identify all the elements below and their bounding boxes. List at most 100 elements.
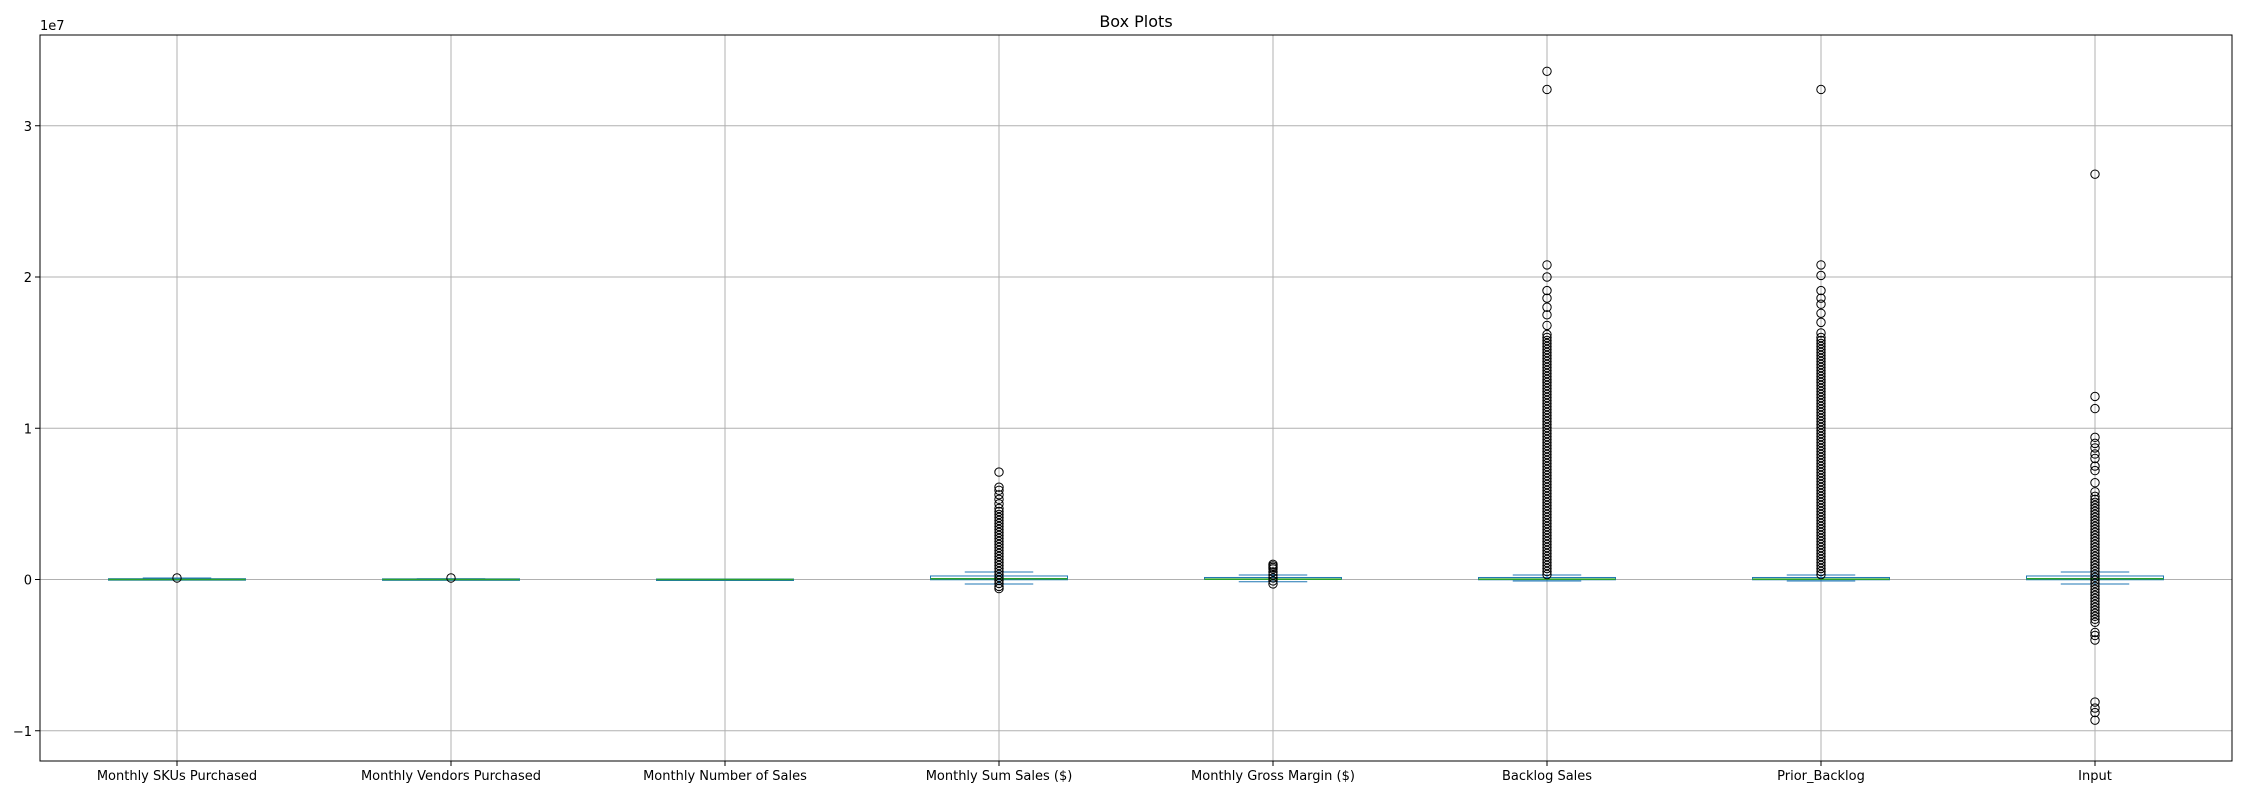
outlier-point (2090, 551, 2100, 562)
outlier-point (1816, 416, 1826, 427)
outlier-point (1542, 395, 1552, 406)
outlier-point (1542, 482, 1552, 493)
outlier-point (2090, 703, 2100, 713)
outlier-point (994, 490, 1004, 500)
box-plot-6 (1752, 84, 1890, 582)
outlier-point (2090, 584, 2100, 595)
outlier-point (2090, 539, 2100, 550)
outlier-point (1816, 347, 1826, 358)
outlier-point (1816, 557, 1826, 568)
outlier-point (1816, 491, 1826, 502)
axes-frame (39, 34, 2233, 762)
outlier-point (1542, 260, 1552, 270)
outlier-point (994, 521, 1004, 532)
y-tick-label: 2 (24, 271, 32, 286)
outlier-point (1816, 317, 1826, 328)
outlier-point (1816, 270, 1826, 281)
outlier-point (2090, 545, 2100, 556)
outlier-point (1542, 458, 1552, 469)
outlier-point (1816, 374, 1826, 385)
outlier-point (1816, 260, 1826, 270)
outlier-point (2090, 518, 2100, 529)
y-axis-ticks: −1 0 1 2 3 (13, 120, 40, 740)
outlier-point (1542, 320, 1552, 331)
outlier-point (2090, 635, 2100, 645)
outlier-point (994, 583, 1004, 594)
outlier-point (1542, 272, 1552, 282)
y-tick-label: −1 (13, 725, 32, 740)
outlier-point (1542, 383, 1552, 394)
outlier-point (1816, 524, 1826, 535)
y-tick-label: 3 (24, 120, 32, 135)
outlier-point (1542, 434, 1552, 445)
box-plot-5 (1478, 66, 1616, 582)
outlier-point (1816, 434, 1826, 445)
outlier-point (1816, 443, 1826, 454)
outlier-point (1816, 428, 1826, 439)
outlier-point (1542, 566, 1552, 577)
outlier-point (1542, 509, 1552, 520)
outlier-point (1816, 482, 1826, 493)
outlier-point (1816, 371, 1826, 382)
outlier-point (994, 527, 1004, 538)
outlier-point (1542, 431, 1552, 442)
x-tick-label: Monthly Gross Margin ($) (1191, 769, 1355, 784)
outlier-point (2090, 593, 2100, 604)
outlier-point (1816, 353, 1826, 364)
outlier-point (2090, 169, 2100, 179)
outlier-point (1816, 392, 1826, 403)
outlier-point (1816, 551, 1826, 562)
outlier-point (994, 566, 1004, 577)
outlier-point (1542, 443, 1552, 454)
outlier-point (994, 563, 1004, 574)
outlier-point (994, 539, 1004, 550)
outlier-point (1816, 389, 1826, 400)
outlier-point (1542, 377, 1552, 388)
outlier-point (1816, 512, 1826, 523)
outlier-point (2090, 575, 2100, 586)
outlier-point (1542, 368, 1552, 379)
outlier-point (994, 506, 1004, 517)
box-plot-7 (2026, 169, 2164, 725)
outlier-point (1816, 449, 1826, 460)
outlier-point (2090, 605, 2100, 616)
outlier-point (1816, 419, 1826, 430)
outlier-point (2090, 715, 2100, 725)
outlier-point (1816, 341, 1826, 352)
outlier-point (1816, 328, 1826, 338)
outlier-point (2090, 509, 2100, 520)
outlier-point (1816, 377, 1826, 388)
outlier-point (1542, 503, 1552, 514)
outlier-point (1542, 476, 1552, 487)
outlier-point (2090, 560, 2100, 571)
outlier-point (1816, 440, 1826, 451)
outlier-point (2090, 391, 2100, 402)
outlier-point (1542, 515, 1552, 526)
outlier-point (2090, 548, 2100, 559)
outlier-point (1816, 518, 1826, 529)
outlier-point (1816, 285, 1826, 296)
outlier-point (2090, 497, 2100, 508)
outlier-point (1268, 570, 1278, 580)
outlier-point (1816, 293, 1826, 303)
outlier-point (1542, 485, 1552, 496)
x-tick-label: Prior_Backlog (1777, 769, 1865, 784)
outlier-point (994, 560, 1004, 571)
outlier-point (994, 557, 1004, 568)
outlier-point (1542, 569, 1552, 580)
outlier-point (1542, 398, 1552, 409)
outlier-point (2090, 611, 2100, 622)
outlier-point (1816, 431, 1826, 442)
outlier-point (2090, 563, 2100, 574)
outlier-point (2090, 614, 2100, 625)
outlier-point (1542, 440, 1552, 451)
y-axis-offset-label: 1e7 (40, 19, 65, 34)
outlier-point (994, 545, 1004, 556)
outlier-point (2090, 515, 2100, 526)
outlier-point (1542, 449, 1552, 460)
outlier-point (1816, 545, 1826, 556)
y-tick-label: 1 (24, 422, 32, 437)
outlier-point (994, 542, 1004, 553)
outlier-point (2090, 503, 2100, 514)
